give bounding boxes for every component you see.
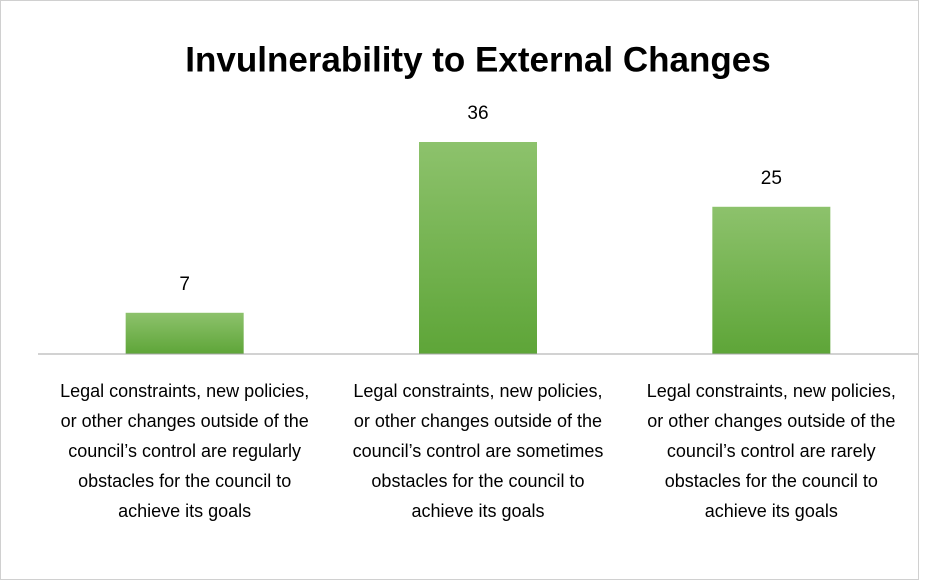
- bar: [712, 206, 831, 354]
- data-label: 36: [467, 103, 488, 124]
- data-label: 25: [761, 168, 782, 189]
- data-label: 7: [179, 274, 190, 295]
- x-tick-label: Legal constraints, new policies, or othe…: [646, 381, 896, 521]
- x-tick-label-box: Legal constraints, new policies, or othe…: [646, 381, 896, 521]
- bar: [125, 312, 244, 354]
- x-tick-label: Legal constraints, new policies, or othe…: [60, 381, 310, 521]
- chart-title: Invulnerability to External Changes: [185, 40, 770, 79]
- x-tick-label-box: Legal constraints, new policies, or othe…: [60, 381, 310, 521]
- bar: [419, 142, 537, 354]
- x-tick-label: Legal constraints, new policies, or othe…: [352, 381, 604, 521]
- x-tick-label-box: Legal constraints, new policies, or othe…: [352, 381, 604, 521]
